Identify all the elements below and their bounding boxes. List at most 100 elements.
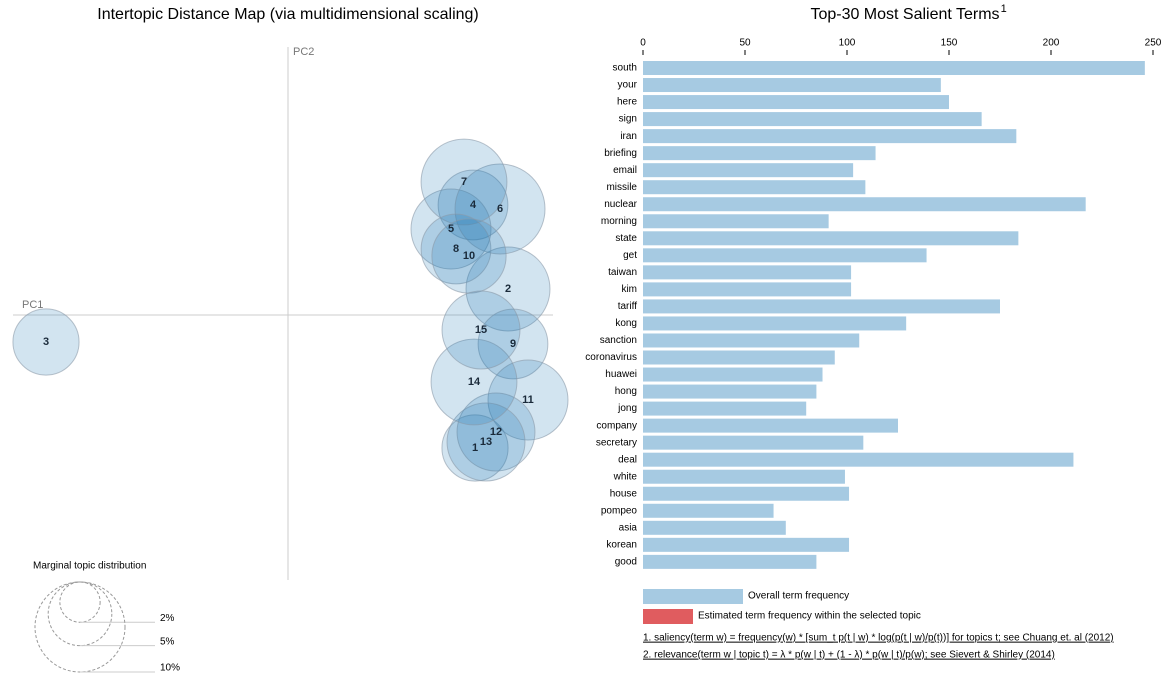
size-legend-circle bbox=[59, 581, 101, 623]
topic-bubble bbox=[12, 308, 80, 376]
topic-bubble bbox=[454, 163, 546, 255]
term-label: good bbox=[615, 557, 637, 568]
bar bbox=[643, 401, 807, 416]
bar bbox=[643, 78, 941, 93]
topic-label: 12 bbox=[490, 426, 502, 438]
term-label: secretary bbox=[596, 437, 637, 448]
term-label: jong bbox=[617, 403, 637, 414]
bar bbox=[643, 452, 1074, 467]
term-label: here bbox=[617, 97, 637, 108]
x-tick-label: 0 bbox=[640, 38, 646, 49]
x-axis-label: PC1 bbox=[22, 299, 43, 311]
map-title: Intertopic Distance Map (via multidimens… bbox=[97, 6, 479, 23]
term-label: morning bbox=[601, 216, 637, 227]
term-label: briefing bbox=[604, 148, 637, 159]
term-label: house bbox=[610, 488, 638, 499]
term-label: pompeo bbox=[601, 505, 638, 516]
term-label: hong bbox=[615, 386, 637, 397]
term-label: company bbox=[596, 420, 637, 431]
title-footnote-mark: 1 bbox=[1001, 3, 1007, 15]
legend-swatch bbox=[643, 589, 743, 604]
bar bbox=[643, 486, 850, 501]
topic-label: 5 bbox=[448, 223, 454, 235]
term-label: huawei bbox=[605, 369, 637, 380]
bar bbox=[643, 112, 982, 127]
bar bbox=[643, 367, 823, 382]
term-label: south bbox=[613, 63, 637, 74]
x-tick-label: 100 bbox=[839, 38, 856, 49]
size-legend-label: 2% bbox=[160, 613, 175, 624]
term-label: state bbox=[615, 233, 637, 244]
topic-bubble bbox=[420, 138, 508, 226]
term-label: iran bbox=[620, 131, 637, 142]
bar bbox=[643, 554, 817, 569]
topic-label: 13 bbox=[480, 436, 492, 448]
size-legend-label: 5% bbox=[160, 636, 175, 647]
bar bbox=[643, 299, 1000, 314]
term-label: get bbox=[623, 250, 637, 261]
topic-label: 3 bbox=[43, 336, 49, 348]
topic-bubble bbox=[446, 402, 526, 482]
topic-label: 14 bbox=[468, 376, 481, 388]
term-label: taiwan bbox=[608, 267, 637, 278]
term-label: korean bbox=[606, 539, 637, 550]
term-label: tariff bbox=[618, 301, 637, 312]
legend-label: Overall term frequency bbox=[748, 591, 849, 602]
x-tick-label: 200 bbox=[1043, 38, 1060, 49]
topic-label: 6 bbox=[497, 203, 503, 215]
x-tick-label: 250 bbox=[1145, 38, 1162, 49]
topic-bubble bbox=[420, 213, 492, 285]
topic-label: 11 bbox=[522, 394, 534, 406]
term-label: coronavirus bbox=[585, 352, 637, 363]
topic-bubble bbox=[441, 414, 509, 482]
bar bbox=[643, 129, 1017, 144]
bar bbox=[643, 197, 1086, 212]
legend-label: Estimated term frequency within the sele… bbox=[698, 611, 921, 622]
bar bbox=[643, 350, 835, 365]
topic-bubble bbox=[465, 246, 551, 332]
term-label: sanction bbox=[600, 335, 637, 346]
footnote: 2. relevance(term w | topic t) = λ * p(w… bbox=[643, 650, 1055, 661]
bar bbox=[643, 469, 845, 484]
bar bbox=[643, 163, 854, 178]
size-legend-title: Marginal topic distribution bbox=[33, 561, 146, 572]
footnote: 1. saliency(term w) = frequency(w) * [su… bbox=[643, 633, 1114, 644]
size-legend-circle bbox=[47, 581, 113, 647]
term-label: nuclear bbox=[604, 199, 637, 210]
size-legend-circle bbox=[34, 581, 126, 673]
x-tick-label: 50 bbox=[739, 38, 751, 49]
bar bbox=[643, 180, 866, 195]
bar-title: Top-30 Most Salient Terms bbox=[810, 6, 999, 23]
bar bbox=[643, 282, 852, 297]
topic-bubble bbox=[456, 392, 536, 472]
topic-label: 9 bbox=[510, 338, 516, 350]
bar bbox=[643, 146, 876, 161]
topic-label: 8 bbox=[453, 243, 459, 255]
term-label: asia bbox=[619, 522, 638, 533]
topic-label: 15 bbox=[475, 324, 487, 336]
topic-bubble bbox=[487, 359, 569, 441]
topic-bubble bbox=[430, 338, 518, 426]
bar bbox=[643, 418, 898, 433]
bar bbox=[643, 435, 864, 450]
topic-label: 10 bbox=[463, 250, 475, 262]
legend-swatch bbox=[643, 609, 693, 624]
bar bbox=[643, 265, 852, 280]
bar bbox=[643, 248, 927, 263]
x-tick-label: 150 bbox=[941, 38, 958, 49]
bar bbox=[643, 316, 907, 331]
bar bbox=[643, 520, 786, 535]
topic-bubble bbox=[477, 308, 549, 380]
bar bbox=[643, 537, 850, 552]
topic-label: 7 bbox=[461, 176, 467, 188]
topic-label: 4 bbox=[470, 199, 477, 211]
y-axis-label: PC2 bbox=[293, 46, 314, 58]
term-label: your bbox=[618, 80, 638, 91]
term-label: kong bbox=[615, 318, 637, 329]
topic-label: 2 bbox=[505, 283, 511, 295]
term-label: deal bbox=[618, 454, 637, 465]
term-label: email bbox=[613, 165, 637, 176]
topic-label: 1 bbox=[472, 442, 478, 454]
bar bbox=[643, 503, 774, 518]
